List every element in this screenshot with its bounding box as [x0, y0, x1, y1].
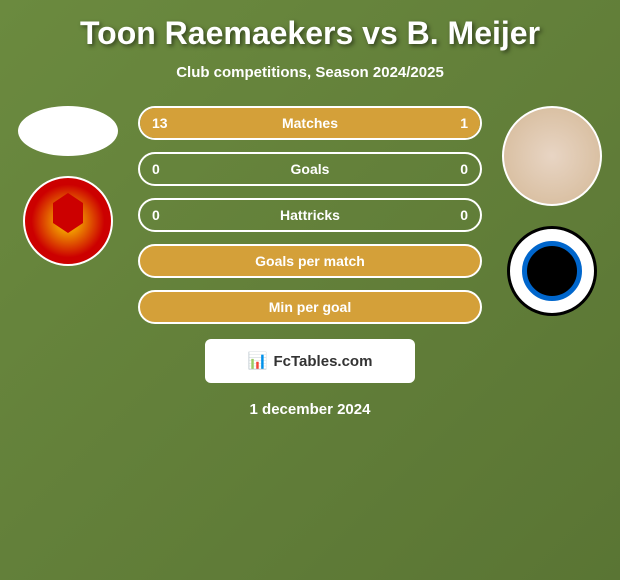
stat-value-left: 0 — [152, 161, 160, 177]
stat-bar-matches: 13 Matches 1 — [138, 106, 482, 140]
stat-bar-mpg: Min per goal — [138, 290, 482, 324]
logo-box: 📊 FcTables.com — [205, 339, 415, 383]
chart-icon: 📊 — [248, 351, 268, 371]
club-badge-right — [507, 226, 597, 316]
stat-label: Min per goal — [269, 299, 351, 315]
stat-bar-goals: 0 Goals 0 — [138, 152, 482, 186]
stat-label: Hattricks — [280, 207, 340, 223]
stat-label: Matches — [282, 115, 338, 131]
stat-value-right: 0 — [460, 207, 468, 223]
stat-label: Goals — [291, 161, 330, 177]
comparison-content: 13 Matches 1 0 Goals 0 0 Hattricks 0 Goa… — [0, 106, 620, 324]
left-column — [8, 106, 128, 324]
player-avatar-right — [502, 106, 602, 206]
stat-value-right: 1 — [460, 115, 468, 131]
stats-column: 13 Matches 1 0 Goals 0 0 Hattricks 0 Goa… — [128, 106, 492, 324]
stat-value-left: 0 — [152, 207, 160, 223]
date-text: 1 december 2024 — [0, 401, 620, 418]
stat-value-left: 13 — [152, 115, 168, 131]
player-avatar-left — [18, 106, 118, 156]
stat-bar-hattricks: 0 Hattricks 0 — [138, 198, 482, 232]
logo-text: FcTables.com — [274, 353, 373, 370]
stat-label: Goals per match — [255, 253, 365, 269]
right-column — [492, 106, 612, 324]
page-subtitle: Club competitions, Season 2024/2025 — [0, 64, 620, 81]
club-badge-left — [23, 176, 113, 266]
page-title: Toon Raemaekers vs B. Meijer — [0, 0, 620, 52]
stat-bar-gpm: Goals per match — [138, 244, 482, 278]
stat-value-right: 0 — [460, 161, 468, 177]
